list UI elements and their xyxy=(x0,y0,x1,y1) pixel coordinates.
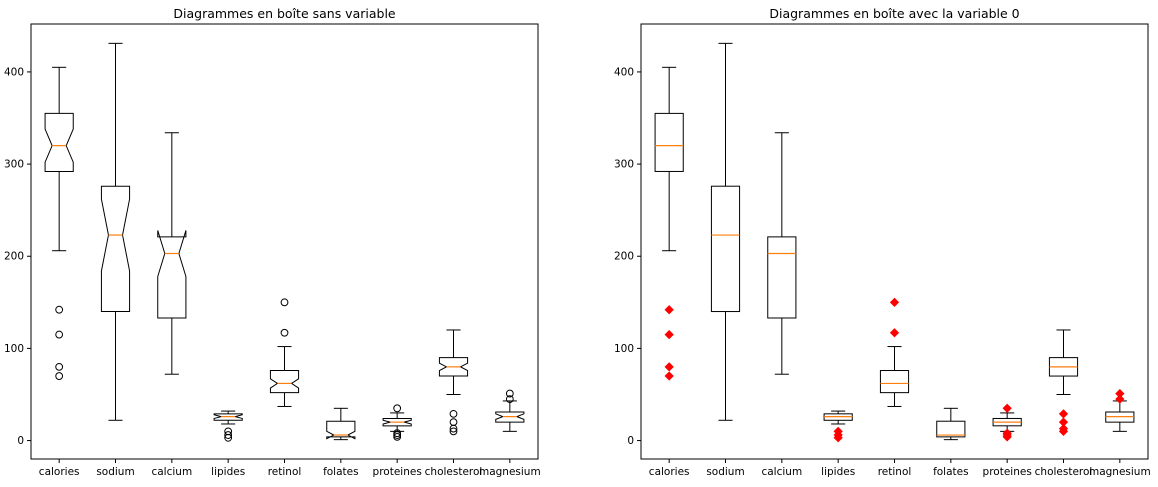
x-tick-label: cholesterol xyxy=(425,466,483,478)
box-retinol xyxy=(269,298,300,407)
x-tick-label: sodium xyxy=(96,466,134,478)
box-retinol xyxy=(879,297,910,407)
box-folates xyxy=(936,407,966,441)
outlier-point xyxy=(664,371,674,381)
outlier-point xyxy=(55,305,64,314)
outlier-point xyxy=(224,431,233,439)
y-tick-label: 400 xyxy=(614,66,634,78)
box-body xyxy=(879,370,910,394)
x-tick-label: calories xyxy=(39,466,80,478)
x-tick-label: magnesium xyxy=(479,466,541,478)
box-body xyxy=(326,420,356,440)
outlier-point xyxy=(280,298,289,307)
box-calcium xyxy=(157,132,187,375)
chart-title: Diagrammes en boîte avec la variable 0 xyxy=(769,6,1019,21)
box-body xyxy=(44,112,74,172)
outlier-point xyxy=(664,362,674,372)
x-tick-label: cholesterol xyxy=(1035,466,1093,478)
outlier-point xyxy=(505,395,514,403)
outlier-point xyxy=(664,305,674,315)
outlier-point xyxy=(1115,394,1125,404)
box-body xyxy=(495,411,525,423)
box-calories xyxy=(654,66,684,381)
outlier-point xyxy=(393,404,402,413)
box-proteines xyxy=(992,403,1022,442)
x-tick-label: folates xyxy=(933,466,969,478)
box-lipides xyxy=(213,410,243,442)
box-magnesium xyxy=(495,389,525,432)
outlier-point xyxy=(1058,409,1069,419)
outlier-point xyxy=(55,362,64,371)
outlier-point xyxy=(505,389,514,398)
box-body xyxy=(269,370,300,394)
box-body xyxy=(654,112,684,172)
outlier-point xyxy=(889,328,900,338)
outlier-point xyxy=(449,424,458,433)
boxplot-chart-right: Diagrammes en boîte avec la variable 0 0 1… xyxy=(614,6,1151,478)
x-tick-label: lipides xyxy=(211,466,245,478)
y-tick-label: 100 xyxy=(614,343,634,355)
boxplot-chart-left: Diagrammes en boîte sans variable 0 100 200… xyxy=(4,6,541,478)
box-body xyxy=(710,185,741,313)
chart-title: Diagrammes en boîte sans variable xyxy=(173,6,396,21)
x-tick-label: calories xyxy=(649,466,690,478)
outlier-point xyxy=(224,433,233,442)
outlier-point xyxy=(55,372,64,380)
outlier-point xyxy=(393,432,402,441)
outlier-point xyxy=(1002,432,1012,442)
box-proteines xyxy=(382,404,412,441)
box-body xyxy=(936,420,966,438)
x-tick-label: magnesium xyxy=(1089,466,1151,478)
outlier-point xyxy=(1002,403,1012,413)
box-folates xyxy=(326,407,356,441)
box-body xyxy=(213,413,243,421)
outlier-point xyxy=(55,330,64,339)
x-tick-label: retinol xyxy=(878,466,912,478)
box-calories xyxy=(44,66,74,380)
y-tick-label: 300 xyxy=(4,159,24,171)
outlier-point xyxy=(833,433,843,443)
outlier-point xyxy=(449,418,458,427)
box-body xyxy=(382,417,412,427)
x-tick-label: folates xyxy=(323,466,359,478)
x-tick-label: lipides xyxy=(821,466,855,478)
box-sodium xyxy=(710,42,741,421)
y-tick-label: 400 xyxy=(4,66,24,78)
x-tick-label: calcium xyxy=(761,466,802,478)
outlier-point xyxy=(280,328,289,337)
x-tick-label: calcium xyxy=(151,466,192,478)
box-body xyxy=(767,236,797,319)
outlier-point xyxy=(889,297,900,307)
box-sodium xyxy=(100,42,131,421)
y-tick-label: 200 xyxy=(614,251,634,263)
box-magnesium xyxy=(1105,388,1135,432)
x-tick-label: retinol xyxy=(268,466,302,478)
outlier-point xyxy=(664,329,674,340)
box-body xyxy=(100,185,131,313)
outlier-point xyxy=(449,409,458,418)
y-tick-label: 0 xyxy=(627,435,634,447)
box-lipides xyxy=(823,410,853,443)
x-tick-label: proteines xyxy=(373,466,422,478)
y-tick-label: 0 xyxy=(17,435,24,447)
y-tick-label: 100 xyxy=(4,343,24,355)
box-calcium xyxy=(767,132,797,375)
outlier-point xyxy=(449,427,458,436)
box-cholesterol xyxy=(438,329,469,436)
box-body xyxy=(438,357,469,377)
x-tick-label: sodium xyxy=(706,466,744,478)
box-body xyxy=(157,230,187,319)
box-cholesterol xyxy=(1048,329,1079,436)
x-tick-label: proteines xyxy=(983,466,1032,478)
y-tick-label: 200 xyxy=(4,251,24,263)
y-tick-label: 300 xyxy=(614,159,634,171)
outlier-point xyxy=(1058,426,1069,436)
